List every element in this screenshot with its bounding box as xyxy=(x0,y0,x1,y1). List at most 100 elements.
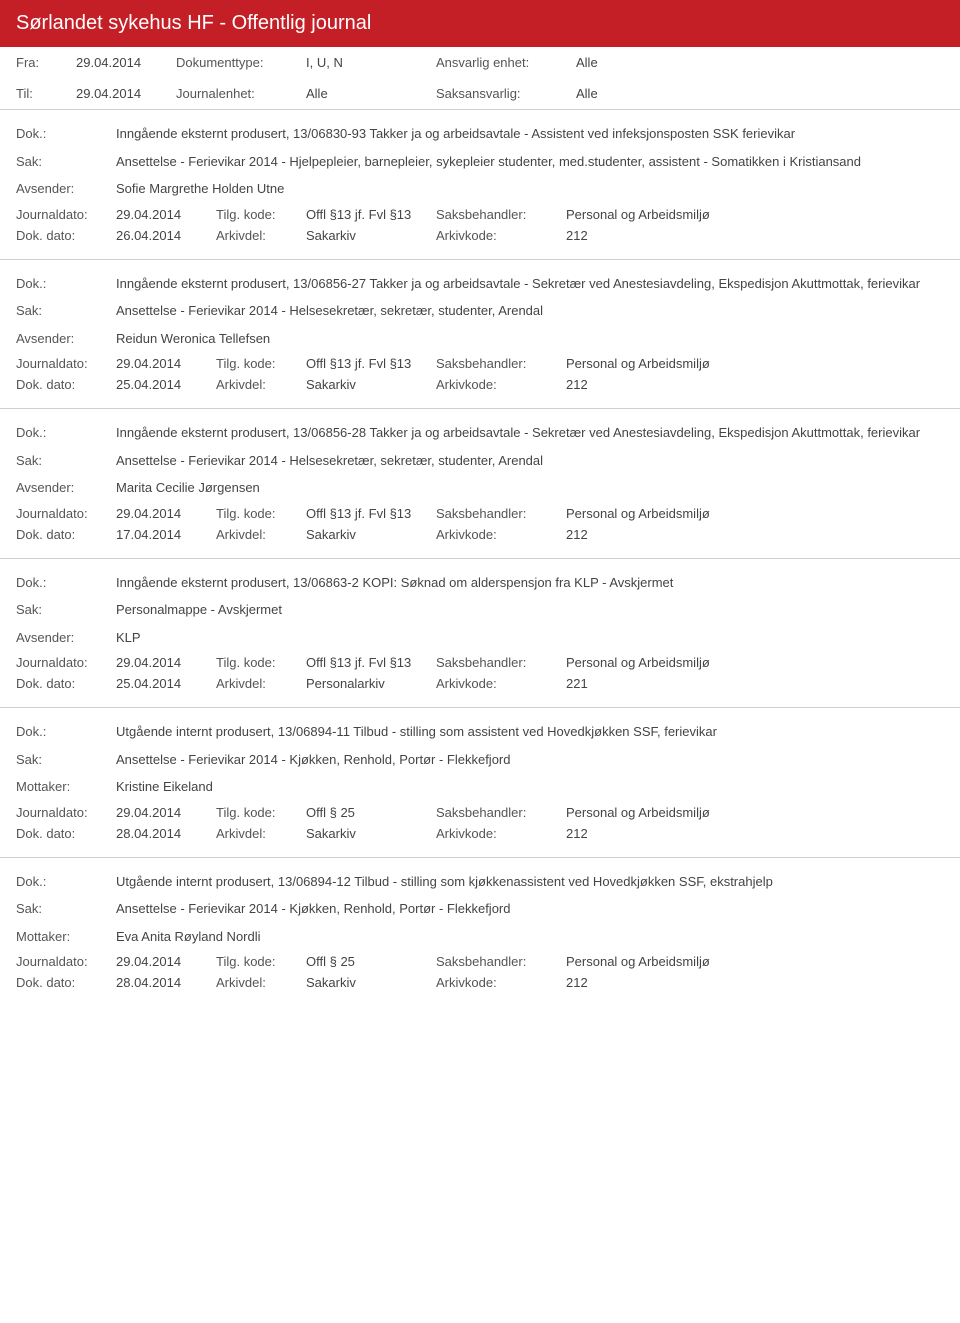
fra-value: 29.04.2014 xyxy=(76,55,176,70)
dokdato-label: Dok. dato: xyxy=(16,377,116,392)
arkivdel-label: Arkivdel: xyxy=(216,228,306,243)
journaldato-label: Journaldato: xyxy=(16,655,116,670)
journaldato-label: Journaldato: xyxy=(16,506,116,521)
arkivdel-value: Personalarkiv xyxy=(306,676,436,691)
arkivkode-label: Arkivkode: xyxy=(436,676,566,691)
ansvarlig-value: Alle xyxy=(576,55,676,70)
til-value: 29.04.2014 xyxy=(76,86,176,101)
journaldato-label: Journaldato: xyxy=(16,207,116,222)
saksbehandler-value: Personal og Arbeidsmiljø xyxy=(566,954,944,969)
dok-value: Inngående eksternt produsert, 13/06830-9… xyxy=(116,124,944,144)
sak-label: Sak: xyxy=(16,152,116,172)
tilgkode-value: Offl § 25 xyxy=(306,805,436,820)
dokdato-label: Dok. dato: xyxy=(16,676,116,691)
party-label: Avsender: xyxy=(16,628,116,648)
journaldato-value: 29.04.2014 xyxy=(116,356,216,371)
dokdato-value: 17.04.2014 xyxy=(116,527,216,542)
dok-value: Inngående eksternt produsert, 13/06863-2… xyxy=(116,573,944,593)
sak-value: Ansettelse - Ferievikar 2014 - Kjøkken, … xyxy=(116,750,944,770)
saksansvarlig-label: Saksansvarlig: xyxy=(436,86,576,101)
dokdato-label: Dok. dato: xyxy=(16,826,116,841)
party-value: Kristine Eikeland xyxy=(116,777,944,797)
doktype-value: I, U, N xyxy=(306,55,436,70)
journal-entry: Dok.:Inngående eksternt produsert, 13/06… xyxy=(0,259,960,409)
arkivkode-value: 221 xyxy=(566,676,944,691)
arkivkode-label: Arkivkode: xyxy=(436,527,566,542)
journaldato-label: Journaldato: xyxy=(16,805,116,820)
journal-entry: Dok.:Utgående internt produsert, 13/0689… xyxy=(0,707,960,857)
tilgkode-label: Tilg. kode: xyxy=(216,954,306,969)
tilgkode-label: Tilg. kode: xyxy=(216,655,306,670)
tilgkode-label: Tilg. kode: xyxy=(216,805,306,820)
journal-entry: Dok.:Inngående eksternt produsert, 13/06… xyxy=(0,408,960,558)
journalenhet-value: Alle xyxy=(306,86,436,101)
party-label: Avsender: xyxy=(16,478,116,498)
arkivdel-value: Sakarkiv xyxy=(306,527,436,542)
sak-label: Sak: xyxy=(16,451,116,471)
party-label: Mottaker: xyxy=(16,777,116,797)
dok-value: Utgående internt produsert, 13/06894-11 … xyxy=(116,722,944,742)
dokdato-value: 26.04.2014 xyxy=(116,228,216,243)
arkivdel-label: Arkivdel: xyxy=(216,527,306,542)
arkivkode-value: 212 xyxy=(566,826,944,841)
saksbehandler-label: Saksbehandler: xyxy=(436,954,566,969)
tilgkode-value: Offl §13 jf. Fvl §13 xyxy=(306,207,436,222)
tilgkode-label: Tilg. kode: xyxy=(216,506,306,521)
dokdato-label: Dok. dato: xyxy=(16,228,116,243)
arkivdel-label: Arkivdel: xyxy=(216,826,306,841)
journaldato-value: 29.04.2014 xyxy=(116,655,216,670)
journaldato-value: 29.04.2014 xyxy=(116,506,216,521)
dokdato-value: 28.04.2014 xyxy=(116,826,216,841)
filter-row-1: Fra: 29.04.2014 Dokumenttype: I, U, N An… xyxy=(0,47,960,78)
journaldato-value: 29.04.2014 xyxy=(116,805,216,820)
page-title: Sørlandet sykehus HF - Offentlig journal xyxy=(0,0,960,47)
saksbehandler-label: Saksbehandler: xyxy=(436,805,566,820)
tilgkode-value: Offl §13 jf. Fvl §13 xyxy=(306,506,436,521)
sak-value: Personalmappe - Avskjermet xyxy=(116,600,944,620)
saksbehandler-value: Personal og Arbeidsmiljø xyxy=(566,356,944,371)
sak-value: Ansettelse - Ferievikar 2014 - Hjelpeple… xyxy=(116,152,944,172)
doktype-label: Dokumenttype: xyxy=(176,55,306,70)
dok-label: Dok.: xyxy=(16,573,116,593)
saksbehandler-label: Saksbehandler: xyxy=(436,506,566,521)
party-label: Mottaker: xyxy=(16,927,116,947)
arkivdel-value: Sakarkiv xyxy=(306,975,436,990)
journaldato-label: Journaldato: xyxy=(16,356,116,371)
saksbehandler-value: Personal og Arbeidsmiljø xyxy=(566,506,944,521)
dokdato-value: 25.04.2014 xyxy=(116,676,216,691)
saksbehandler-label: Saksbehandler: xyxy=(436,207,566,222)
saksbehandler-label: Saksbehandler: xyxy=(436,655,566,670)
arkivdel-label: Arkivdel: xyxy=(216,676,306,691)
journal-entry: Dok.:Utgående internt produsert, 13/0689… xyxy=(0,857,960,1007)
saksansvarlig-value: Alle xyxy=(576,86,676,101)
dok-value: Inngående eksternt produsert, 13/06856-2… xyxy=(116,423,944,443)
arkivkode-value: 212 xyxy=(566,975,944,990)
saksbehandler-value: Personal og Arbeidsmiljø xyxy=(566,805,944,820)
dok-label: Dok.: xyxy=(16,274,116,294)
arkivkode-label: Arkivkode: xyxy=(436,975,566,990)
dok-label: Dok.: xyxy=(16,722,116,742)
party-value: KLP xyxy=(116,628,944,648)
dokdato-value: 25.04.2014 xyxy=(116,377,216,392)
arkivkode-value: 212 xyxy=(566,377,944,392)
arkivdel-value: Sakarkiv xyxy=(306,228,436,243)
arkivkode-value: 212 xyxy=(566,527,944,542)
dokdato-label: Dok. dato: xyxy=(16,527,116,542)
party-label: Avsender: xyxy=(16,179,116,199)
sak-value: Ansettelse - Ferievikar 2014 - Helsesekr… xyxy=(116,451,944,471)
party-label: Avsender: xyxy=(16,329,116,349)
sak-label: Sak: xyxy=(16,600,116,620)
dokdato-value: 28.04.2014 xyxy=(116,975,216,990)
sak-value: Ansettelse - Ferievikar 2014 - Helsesekr… xyxy=(116,301,944,321)
sak-value: Ansettelse - Ferievikar 2014 - Kjøkken, … xyxy=(116,899,944,919)
journaldato-value: 29.04.2014 xyxy=(116,954,216,969)
party-value: Marita Cecilie Jørgensen xyxy=(116,478,944,498)
dok-value: Utgående internt produsert, 13/06894-12 … xyxy=(116,872,944,892)
saksbehandler-value: Personal og Arbeidsmiljø xyxy=(566,655,944,670)
sak-label: Sak: xyxy=(16,301,116,321)
arkivdel-label: Arkivdel: xyxy=(216,377,306,392)
til-label: Til: xyxy=(16,86,76,101)
tilgkode-value: Offl § 25 xyxy=(306,954,436,969)
dok-label: Dok.: xyxy=(16,423,116,443)
sak-label: Sak: xyxy=(16,899,116,919)
